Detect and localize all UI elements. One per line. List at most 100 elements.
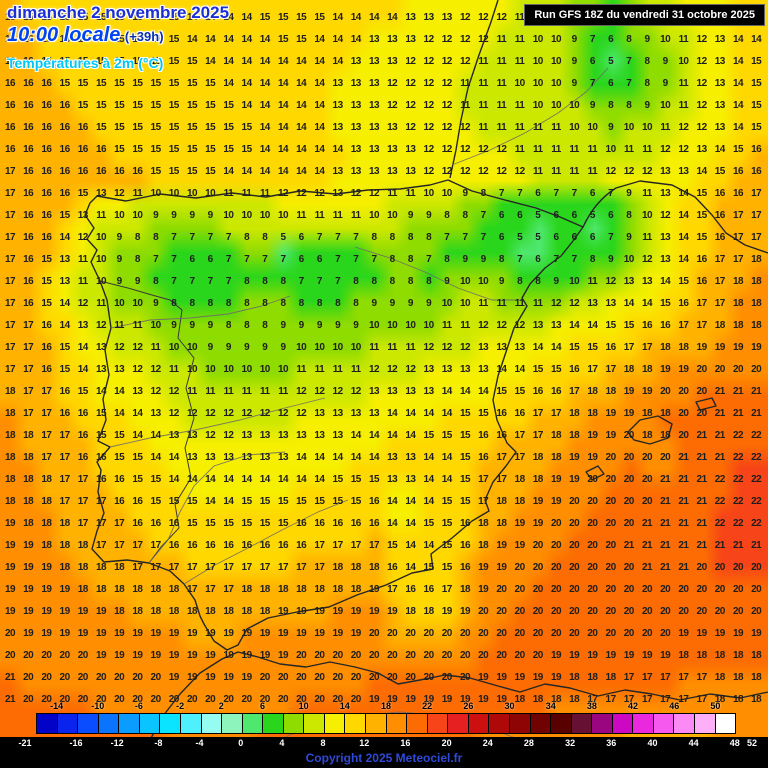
temp-value: 14 [732, 56, 744, 67]
temp-value: 10 [641, 210, 653, 221]
temp-value: 17 [59, 496, 71, 507]
temp-value: 17 [332, 540, 344, 551]
temp-value: 19 [95, 628, 107, 639]
temp-value: 18 [332, 562, 344, 573]
temp-value: 12 [423, 56, 435, 67]
temp-value: 19 [751, 342, 762, 353]
temp-value: 14 [350, 430, 362, 441]
temp-value: 14 [332, 56, 344, 67]
temp-value: 10 [660, 100, 671, 111]
temp-value: 11 [514, 34, 525, 45]
temp-value: 14 [296, 144, 307, 155]
temp-value: 11 [533, 166, 543, 177]
temp-value: 19 [296, 628, 307, 639]
temp-value: 14 [569, 320, 580, 331]
temp-value: 11 [278, 386, 288, 397]
temp-value: 9 [153, 298, 159, 309]
temp-value: 14 [277, 122, 289, 133]
temp-value: 20 [459, 628, 471, 639]
temp-value: 16 [259, 540, 271, 551]
temp-value: 16 [77, 430, 89, 441]
temp-value: 15 [623, 320, 635, 331]
temp-value: 7 [207, 232, 214, 243]
temp-value: 10 [550, 56, 562, 67]
temp-value: 6 [298, 254, 305, 265]
temp-value: 15 [59, 34, 71, 45]
temp-value: 20 [550, 606, 562, 617]
temp-value: 8 [389, 232, 396, 243]
temp-value: 11 [514, 12, 525, 23]
temp-value: 19 [23, 540, 34, 551]
temp-value: 9 [189, 320, 195, 331]
temp-value: 12 [441, 34, 453, 45]
temp-value: 20 [259, 694, 271, 705]
temp-value: 7 [517, 254, 523, 265]
temp-value: 14 [95, 386, 107, 397]
legend-bottom-label: 0 [238, 738, 244, 748]
temp-value: 20 [77, 650, 89, 661]
temp-value: 19 [496, 562, 507, 573]
temp-value: 16 [4, 144, 16, 155]
temp-value: 10 [459, 276, 471, 287]
temp-value: 12 [459, 342, 471, 353]
temp-value: 11 [260, 386, 270, 397]
temp-value: 20 [350, 650, 362, 661]
temp-value: 18 [59, 540, 71, 551]
temp-value: 10 [459, 298, 471, 309]
temp-value: 6 [535, 188, 541, 199]
legend-color-cell [715, 714, 736, 733]
temp-value: 18 [714, 694, 726, 705]
temp-value: 16 [114, 474, 125, 485]
temp-value: 12 [641, 166, 653, 177]
temp-value: 16 [4, 12, 16, 23]
legend-color-cell [139, 714, 161, 733]
legend-top-label: 38 [586, 701, 597, 711]
temp-value: 16 [132, 518, 143, 529]
temp-value: 11 [351, 210, 361, 221]
temp-value: 13 [241, 452, 253, 463]
temp-value: 19 [332, 628, 344, 639]
temp-value: 19 [532, 518, 544, 529]
temp-value: 11 [169, 364, 179, 375]
temp-value: 19 [441, 694, 453, 705]
temp-value: 20 [95, 672, 107, 683]
temp-value: 13 [441, 12, 453, 23]
temp-value: 17 [641, 672, 653, 683]
temp-value: 12 [405, 78, 416, 89]
legend-bottom-label: 20 [441, 738, 452, 748]
temp-value: 13 [660, 232, 671, 243]
ibiza-island [585, 465, 605, 481]
temp-value: 20 [532, 606, 544, 617]
temp-value: 15 [168, 78, 180, 89]
temp-value: 20 [605, 606, 617, 617]
temp-value: 12 [423, 144, 435, 155]
temp-value: 7 [571, 188, 578, 199]
temp-value: 8 [262, 298, 268, 309]
temp-value: 19 [205, 650, 216, 661]
temp-value: 20 [550, 518, 562, 529]
temp-value: 15 [186, 144, 198, 155]
temp-value: 14 [350, 452, 362, 463]
temp-value: 18 [569, 672, 580, 683]
temp-value: 20 [660, 584, 671, 595]
temp-value: 20 [623, 562, 635, 573]
temp-value: 10 [569, 276, 580, 287]
temp-value: 14 [259, 34, 271, 45]
temp-value: 7 [225, 254, 232, 265]
temp-value: 16 [514, 408, 526, 419]
temp-value: 18 [95, 584, 107, 595]
temp-value: 7 [571, 254, 578, 265]
temp-value: 10 [532, 100, 544, 111]
temp-value: 15 [150, 122, 162, 133]
temp-value: 14 [678, 232, 689, 243]
temp-value: 11 [642, 232, 652, 243]
temp-value: 14 [550, 342, 562, 353]
temp-value: 9 [553, 276, 559, 287]
temp-value: 8 [244, 320, 250, 331]
temp-value: 15 [277, 496, 289, 507]
temp-value: 18 [678, 650, 689, 661]
temp-value: 9 [207, 320, 214, 331]
temp-value: 21 [660, 518, 671, 529]
temp-value: 19 [368, 606, 380, 617]
temp-value: 12 [296, 386, 307, 397]
